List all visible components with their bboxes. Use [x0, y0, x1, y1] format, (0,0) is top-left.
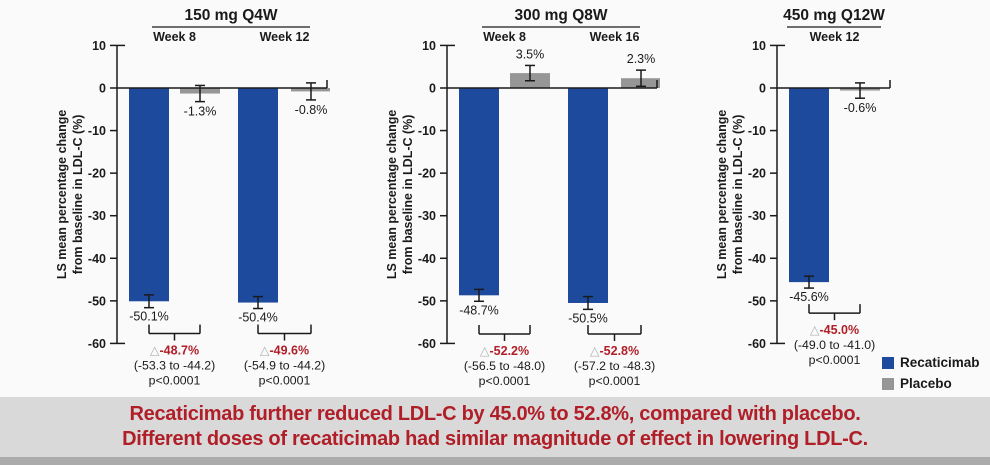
legend-item-recaticimab: Recaticimab: [882, 352, 980, 373]
recaticimab-value-label: -50.1%: [129, 310, 169, 324]
p-value-label: p<0.0001: [149, 374, 201, 388]
ci-label: (-49.0 to -41.0): [794, 338, 875, 352]
diff-label: △-52.2%: [480, 344, 529, 358]
chart-150mg-q4w: 10 0 -10 -20 -30 -40 -50 -60 LS mean percentage …: [55, 7, 330, 388]
panel-title: 450 mg Q12W: [783, 7, 885, 24]
panel-title: 300 mg Q8W: [514, 7, 607, 24]
axis-tick-label: -40: [418, 252, 436, 266]
axis-tick-label: -40: [88, 252, 106, 266]
placebo-value-label: 3.5%: [516, 47, 545, 61]
legend-label-placebo: Placebo: [900, 376, 952, 391]
axis-tick-label: -40: [748, 252, 766, 266]
y-axis-title: LS mean percentage change from baseline i…: [385, 110, 415, 280]
axis-tick-label: 0: [99, 82, 106, 96]
p-value-label: p<0.0001: [479, 374, 531, 388]
ci-label: (-54.9 to -44.2): [244, 359, 325, 373]
week-label: Week 8: [483, 30, 526, 44]
axis-tick-label: -20: [88, 167, 106, 181]
chart-300mg-q8w: 10 0 -10 -20 -30 -40 -50 -60 LS mean percentage …: [385, 7, 660, 388]
p-value-label: p<0.0001: [259, 374, 311, 388]
placebo-value-label: 2.3%: [627, 52, 656, 66]
charts-row: 10 0 -10 -20 -30 -40 -50 -60 LS mean percentage …: [0, 0, 990, 397]
legend-item-placebo: Placebo: [882, 373, 980, 394]
recaticimab-bar: [789, 88, 829, 283]
panel-450mg-q12w: 10 0 -10 -20 -30 -40 -50 -60 LS mean percentage …: [660, 0, 990, 397]
ci-label: (-57.2 to -48.3): [574, 359, 655, 373]
week-label: Week 8: [153, 30, 196, 44]
recaticimab-value-label: -50.4%: [238, 311, 278, 325]
summary-line-2: Different doses of recaticimab had simil…: [122, 428, 868, 450]
placebo-value-label: -0.6%: [844, 101, 877, 115]
diff-label: △-48.7%: [150, 344, 199, 358]
p-value-label: p<0.0001: [809, 353, 861, 367]
diff-label: △-49.6%: [260, 344, 309, 358]
diff-label: △-52.8%: [590, 344, 639, 358]
recaticimab-value-label: -48.7%: [459, 303, 499, 317]
axis-tick-label: -20: [418, 167, 436, 181]
y-axis-title: LS mean percentage change from baseline i…: [55, 110, 85, 280]
legend-label-recaticimab: Recaticimab: [900, 355, 980, 370]
axis-tick-label: -10: [748, 124, 766, 138]
axis-tick-label: -10: [418, 124, 436, 138]
placebo-value-label: -0.8%: [295, 103, 328, 117]
chart-450mg-q12w: 10 0 -10 -20 -30 -40 -50 -60 LS mean percentage …: [715, 7, 891, 367]
recaticimab-bar: [238, 88, 278, 303]
recaticimab-bar: [568, 88, 608, 303]
week-label: Week 12: [260, 30, 310, 44]
panel-150mg-q4w: 10 0 -10 -20 -30 -40 -50 -60 LS mean percentage …: [0, 0, 330, 397]
axis-tick-label: -30: [88, 209, 106, 223]
summary-line-1: Recaticimab further reduced LDL-C by 45.…: [129, 403, 861, 425]
axis-tick-label: -10: [88, 124, 106, 138]
placebo-swatch-icon: [882, 377, 894, 390]
axis-tick-label: 10: [422, 39, 436, 53]
summary-banner: Recaticimab further reduced LDL-C by 45.…: [0, 397, 990, 457]
recaticimab-swatch-icon: [882, 356, 894, 369]
recaticimab-bar: [129, 88, 169, 302]
placebo-value-label: -1.3%: [184, 105, 217, 119]
axis-tick-label: -50: [88, 294, 106, 308]
axis-tick-label: -50: [418, 294, 436, 308]
panel-title: 150 mg Q4W: [184, 7, 277, 24]
week-label: Week 16: [590, 30, 640, 44]
axis-tick-label: -50: [748, 294, 766, 308]
recaticimab-value-label: -45.6%: [789, 290, 829, 304]
y-axis-title: LS mean percentage change from baseline i…: [715, 110, 745, 280]
diff-label: △-45.0%: [810, 323, 859, 337]
axis-tick-label: -20: [748, 167, 766, 181]
axis-tick-label: 0: [759, 82, 766, 96]
axis-tick-label: -60: [748, 337, 766, 351]
axis-tick-label: -60: [88, 337, 106, 351]
ci-label: (-53.3 to -44.2): [134, 359, 215, 373]
axis-tick-label: -30: [748, 209, 766, 223]
ci-label: (-56.5 to -48.0): [464, 359, 545, 373]
legend: Recaticimab Placebo: [882, 352, 980, 394]
axis-tick-label: -60: [418, 337, 436, 351]
bottom-strip: [0, 457, 990, 465]
axis-tick-label: 0: [429, 82, 436, 96]
axis-tick-label: 10: [92, 39, 106, 53]
recaticimab-value-label: -50.5%: [568, 311, 608, 325]
axis-tick-label: -30: [418, 209, 436, 223]
axis-tick-label: 10: [752, 39, 766, 53]
recaticimab-bar: [459, 88, 499, 296]
p-value-label: p<0.0001: [589, 374, 641, 388]
week-label: Week 12: [810, 30, 860, 44]
panel-300mg-q8w: 10 0 -10 -20 -30 -40 -50 -60 LS mean percentage …: [330, 0, 660, 397]
